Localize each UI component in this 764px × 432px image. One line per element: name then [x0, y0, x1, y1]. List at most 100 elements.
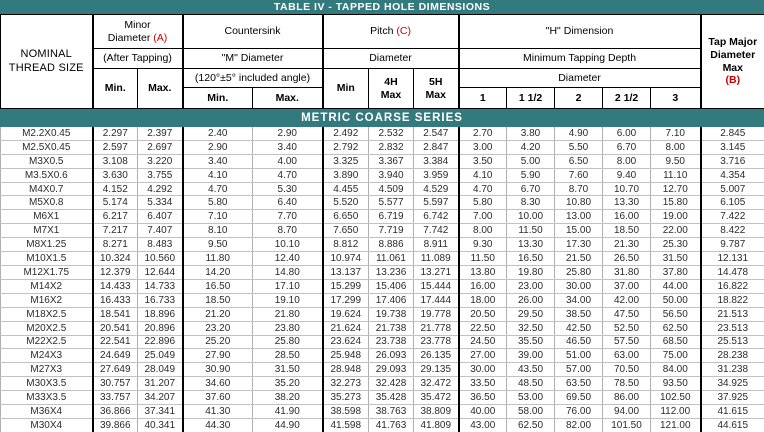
header-diameter-2: 2: [554, 87, 604, 109]
header-countersink: Countersink: [181, 14, 323, 49]
header-countersink-max: Max.: [252, 87, 323, 109]
value-cell: 75.00: [650, 348, 701, 364]
value-cell: 25.049: [137, 348, 183, 364]
value-cell: 36.50: [457, 390, 507, 406]
value-cell: 62.50: [650, 321, 701, 336]
value-cell: 8.00: [650, 140, 701, 155]
value-cell: 10.324: [91, 251, 138, 266]
value-cell: 34.207: [137, 390, 183, 406]
value-cell: 32.428: [368, 376, 414, 392]
value-cell: 2.492: [321, 127, 369, 141]
thread-size-cell: M33X3.5: [0, 390, 93, 406]
value-cell: 11.50: [506, 223, 555, 239]
value-cell: 76.00: [554, 404, 603, 419]
value-cell: 23.513: [699, 321, 764, 336]
value-cell: 6.40: [252, 195, 323, 211]
thread-size-cell: M20X2.5: [0, 321, 93, 336]
value-cell: 38.763: [368, 404, 414, 419]
table-row: M33X3.5 33.757 34.207 37.60 38.20 35.273 35.42…: [0, 390, 764, 406]
value-cell: 63.50: [554, 376, 603, 392]
value-cell: 17.30: [554, 237, 603, 253]
value-cell: 18.541: [91, 307, 138, 322]
value-cell: 50.00: [650, 293, 701, 308]
value-cell: 42.50: [554, 321, 603, 336]
value-cell: 2.90: [252, 127, 323, 141]
value-cell: 23.778: [413, 335, 459, 350]
value-cell: 7.650: [321, 223, 369, 239]
value-cell: 41.90: [252, 404, 323, 419]
value-cell: 19.80: [506, 265, 555, 280]
value-cell: 3.00: [457, 140, 507, 155]
value-cell: 57.50: [602, 335, 651, 350]
value-cell: 16.50: [506, 251, 555, 266]
value-cell: 41.763: [368, 418, 414, 432]
value-cell: 36.866: [91, 404, 138, 419]
value-cell: 9.30: [457, 237, 507, 253]
value-cell: 8.422: [699, 223, 764, 239]
letter-b-label: (B): [725, 74, 741, 87]
value-cell: 15.444: [413, 279, 459, 294]
data-table: M2.2X0.45 2.297 2.397 2.40 2.90 2.492 2.532 2.5…: [0, 127, 764, 432]
value-cell: 3.40: [252, 140, 323, 155]
letter-a-label: (A): [153, 31, 168, 44]
value-cell: 17.299: [321, 293, 369, 308]
value-cell: 15.00: [554, 223, 603, 239]
value-cell: 21.624: [321, 321, 369, 336]
value-cell: 5.30: [252, 182, 323, 197]
value-cell: 7.70: [252, 209, 323, 225]
value-cell: 7.60: [554, 168, 603, 183]
value-cell: 5.50: [554, 140, 603, 155]
value-cell: 5.80: [181, 195, 253, 211]
table-row: M20X2.5 20.541 20.896 23.20 23.80 21.624 21.73…: [0, 321, 764, 336]
table-row: M10X1.5 10.324 10.560 11.80 12.40 10.974 11.06…: [0, 251, 764, 266]
data-table-body: M2.2X0.45 2.297 2.397 2.40 2.90 2.492 2.532 2.5…: [0, 127, 764, 432]
value-cell: 3.716: [699, 154, 764, 169]
value-cell: 27.649: [91, 362, 138, 378]
value-cell: 13.00: [554, 209, 603, 225]
value-cell: 8.483: [137, 237, 183, 253]
value-cell: 15.80: [650, 195, 701, 211]
value-cell: 2.845: [699, 127, 764, 141]
value-cell: 21.513: [699, 307, 764, 322]
value-cell: 9.50: [650, 154, 701, 169]
thread-size-cell: M10X1.5: [0, 251, 93, 266]
value-cell: 84.00: [650, 362, 701, 378]
value-cell: 20.541: [91, 321, 138, 336]
value-cell: 16.822: [699, 279, 764, 294]
header-minor-max: Max.: [137, 68, 183, 109]
value-cell: 8.911: [413, 237, 459, 253]
value-cell: 21.80: [252, 307, 323, 322]
value-cell: 8.30: [506, 195, 555, 211]
value-cell: 22.50: [457, 321, 507, 336]
table-row: M5X0.8 5.174 5.334 5.80 6.40 5.520 5.577 5.597 5…: [0, 195, 764, 211]
thread-size-cell: M27X3: [0, 362, 93, 378]
value-cell: 25.80: [554, 265, 603, 280]
value-cell: 46.50: [554, 335, 603, 350]
header-diameter-1-1-2: 1 1/2: [506, 87, 556, 109]
value-cell: 15.406: [368, 279, 414, 294]
value-cell: 32.472: [413, 376, 459, 392]
value-cell: 68.50: [650, 335, 701, 350]
value-cell: 44.30: [181, 418, 253, 432]
value-cell: 2.792: [321, 140, 369, 155]
value-cell: 5.520: [321, 195, 369, 211]
value-cell: 56.50: [650, 307, 701, 322]
value-cell: 11.10: [650, 168, 701, 183]
value-cell: 16.733: [137, 293, 183, 308]
value-cell: 9.40: [602, 168, 651, 183]
value-cell: 10.70: [602, 182, 651, 197]
value-cell: 52.50: [602, 321, 651, 336]
value-cell: 121.00: [650, 418, 701, 432]
value-cell: 38.50: [554, 307, 603, 322]
value-cell: 23.00: [506, 279, 555, 294]
thread-size-cell: M5X0.8: [0, 195, 93, 211]
value-cell: 43.00: [457, 418, 507, 432]
header-diameter-1: 1: [457, 87, 508, 109]
value-cell: 5.00: [506, 154, 555, 169]
value-cell: 37.60: [181, 390, 253, 406]
value-cell: 23.624: [321, 335, 369, 350]
value-cell: 8.70: [554, 182, 603, 197]
value-cell: 4.70: [252, 168, 323, 183]
value-cell: 43.50: [506, 362, 555, 378]
